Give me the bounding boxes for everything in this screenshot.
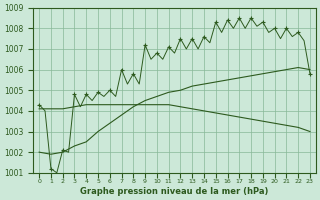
X-axis label: Graphe pression niveau de la mer (hPa): Graphe pression niveau de la mer (hPa) (80, 187, 269, 196)
